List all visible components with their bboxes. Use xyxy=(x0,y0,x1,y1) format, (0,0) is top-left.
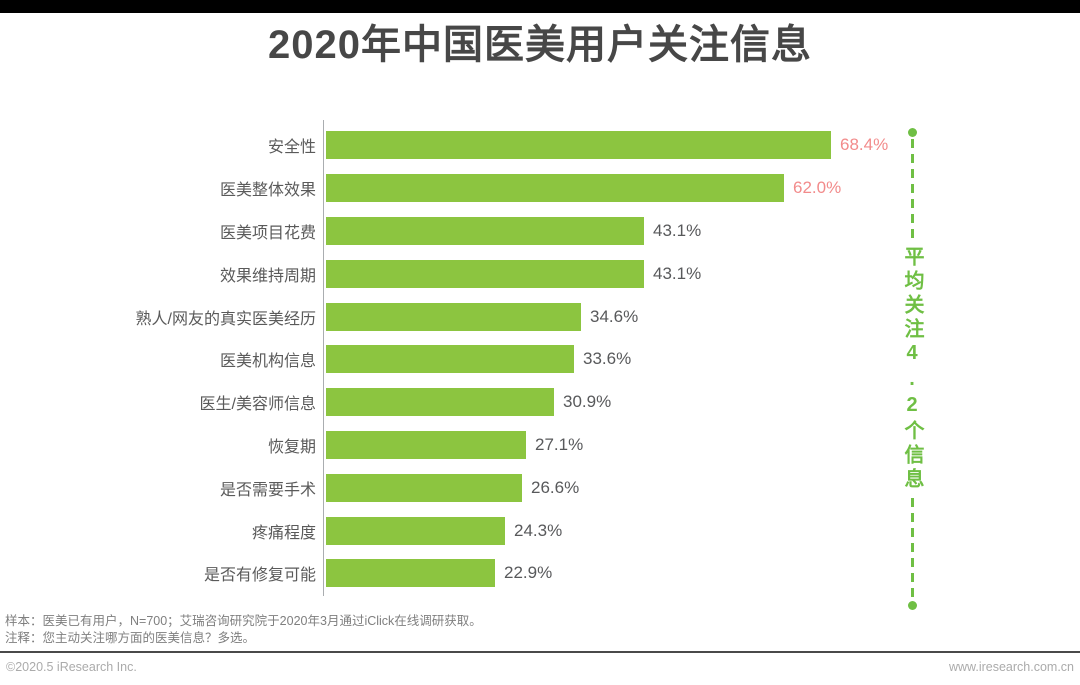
annotation-bottom-dot xyxy=(907,601,917,610)
bar-track: 24.3% xyxy=(326,516,563,545)
category-label: 是否需要手术 xyxy=(219,481,316,499)
bar xyxy=(326,559,495,588)
value-label: 34.6% xyxy=(590,306,639,326)
bar-track: 68.4% xyxy=(326,131,889,160)
bar-row: 恢复期 27.1% xyxy=(0,424,905,467)
bar-track: 22.9% xyxy=(326,559,553,588)
footer-divider xyxy=(0,651,1080,653)
category-label: 医美机构信息 xyxy=(219,353,316,371)
bar-row: 医美整体效果 62.0% xyxy=(0,167,905,210)
bar xyxy=(326,430,526,459)
value-label: 24.3% xyxy=(514,520,563,540)
bar xyxy=(326,174,784,203)
bar-row: 效果维持周期 43.1% xyxy=(0,252,905,295)
sample-note: 样本：医美已有用户，N=700；艾瑞咨询研究院于2020年3月通过iClick在… xyxy=(5,614,482,628)
bar-chart: 安全性 68.4% 医美整体效果 62.0% 医美项目花费 43.1% 效果维持周期 43.1… xyxy=(0,124,905,595)
value-label: 43.1% xyxy=(653,263,702,283)
value-label: 68.4% xyxy=(840,135,889,155)
bar-track: 30.9% xyxy=(326,388,612,417)
category-label: 恢复期 xyxy=(267,438,316,456)
annotation-label: 平均关注4.2个信息 xyxy=(901,246,923,492)
bar xyxy=(326,302,581,331)
website-text: www.iresearch.com.cn xyxy=(948,660,1074,674)
bar-row: 安全性 68.4% xyxy=(0,124,905,167)
bar xyxy=(326,473,522,502)
value-label: 43.1% xyxy=(653,220,702,240)
bar-row: 医生/美容师信息 30.9% xyxy=(0,381,905,424)
bar-track: 43.1% xyxy=(326,216,702,245)
top-border xyxy=(0,0,1080,13)
bar-track: 27.1% xyxy=(326,430,584,459)
bar-row: 疼痛程度 24.3% xyxy=(0,509,905,552)
bar xyxy=(326,345,574,374)
bar-row: 熟人/网友的真实医美经历 34.6% xyxy=(0,295,905,338)
bar-track: 62.0% xyxy=(326,174,842,203)
value-label: 62.0% xyxy=(793,178,842,198)
category-label: 疼痛程度 xyxy=(251,524,316,542)
annotation-dashed-line-bottom xyxy=(910,498,914,599)
bar-row: 医美机构信息 33.6% xyxy=(0,338,905,381)
value-label: 22.9% xyxy=(504,563,553,583)
y-axis-line xyxy=(323,120,324,596)
bar-row: 是否有修复可能 22.9% xyxy=(0,552,905,595)
bar-track: 26.6% xyxy=(326,473,580,502)
category-label: 安全性 xyxy=(267,139,316,157)
footnotes: 样本：医美已有用户，N=700；艾瑞咨询研究院于2020年3月通过iClick在… xyxy=(5,613,482,646)
bar xyxy=(326,259,644,288)
bar-track: 33.6% xyxy=(326,345,632,374)
category-label: 效果维持周期 xyxy=(219,267,316,285)
bar-row: 医美项目花费 43.1% xyxy=(0,210,905,253)
category-label: 熟人/网友的真实医美经历 xyxy=(135,310,316,328)
value-label: 33.6% xyxy=(583,349,632,369)
category-label: 医美项目花费 xyxy=(219,224,316,242)
average-annotation: 平均关注4.2个信息 xyxy=(898,128,926,610)
category-label: 医美整体效果 xyxy=(219,182,316,200)
value-label: 26.6% xyxy=(531,477,580,497)
bar xyxy=(326,516,505,545)
footer-bar: ©2020.5 iResearch Inc. www.iresearch.com… xyxy=(6,660,1074,674)
bar-track: 34.6% xyxy=(326,302,639,331)
category-label: 医生/美容师信息 xyxy=(199,396,316,414)
bar xyxy=(326,216,644,245)
annotation-dashed-line-top xyxy=(910,139,914,240)
value-label: 27.1% xyxy=(535,434,584,454)
value-label: 30.9% xyxy=(563,392,612,412)
method-note: 注释：您主动关注哪方面的医美信息？多选。 xyxy=(5,630,256,645)
chart-title: 2020年中国医美用户关注信息 xyxy=(268,23,812,67)
category-label: 是否有修复可能 xyxy=(203,567,316,585)
bar-row: 是否需要手术 26.6% xyxy=(0,466,905,509)
bar xyxy=(326,131,831,160)
bar xyxy=(326,388,554,417)
annotation-top-dot xyxy=(907,128,917,137)
bar-track: 43.1% xyxy=(326,259,702,288)
copyright-text: ©2020.5 iResearch Inc. xyxy=(6,660,137,674)
